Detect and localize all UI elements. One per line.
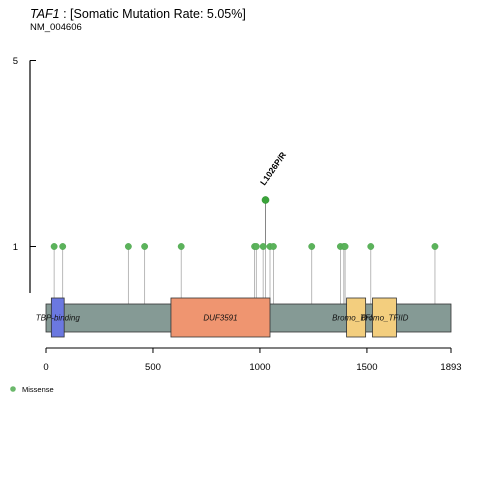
x-tick-label: 1500 <box>356 362 377 373</box>
mutation-point <box>125 243 131 249</box>
mutation-label: L1026P/R <box>258 150 288 187</box>
mutation-point <box>141 243 147 249</box>
y-axis: 15 <box>13 56 36 293</box>
domain-label: TBP-binding <box>36 314 81 323</box>
mutation-point <box>432 243 438 249</box>
lollipop-stems <box>54 200 435 304</box>
mutation-point <box>262 196 269 203</box>
mutation-point <box>253 243 259 249</box>
y-tick-label: 1 <box>13 242 18 253</box>
mutation-point <box>270 243 276 249</box>
mutation-point <box>260 243 266 249</box>
mutation-annotations: L1026P/R <box>258 150 288 187</box>
mutation-point <box>51 243 57 249</box>
domain-label: Bromo_TFIID <box>360 314 408 323</box>
gene-name: TAF1 <box>30 7 60 21</box>
x-tick-label: 1000 <box>249 362 270 373</box>
domain-label: DUF3591 <box>203 314 237 323</box>
legend-marker <box>10 386 16 392</box>
x-tick-label: 500 <box>145 362 161 373</box>
x-axis: 0 500 1000 1500 1893 <box>43 348 461 373</box>
title-rest: : [Somatic Mutation Rate: 5.05%] <box>60 7 246 21</box>
transcript-id: NM_004606 <box>30 22 82 33</box>
mutation-point <box>178 243 184 249</box>
y-tick-label: 5 <box>13 56 18 67</box>
legend-label: Missense <box>22 385 54 394</box>
lollipop-heads <box>51 196 438 249</box>
domain: DUF3591 <box>171 298 270 337</box>
mutation-point <box>342 243 348 249</box>
chart-title: TAF1 : [Somatic Mutation Rate: 5.05%] <box>30 7 246 21</box>
mutation-point <box>368 243 374 249</box>
mutation-point <box>59 243 65 249</box>
x-tick-label: 1893 <box>440 362 461 373</box>
mutation-point <box>309 243 315 249</box>
x-tick-label: 0 <box>43 362 48 373</box>
legend: Missense <box>10 385 53 394</box>
